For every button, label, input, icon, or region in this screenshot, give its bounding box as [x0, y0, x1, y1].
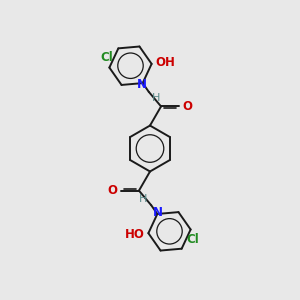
Text: H: H — [140, 194, 148, 204]
Text: HO: HO — [125, 228, 145, 241]
Text: H: H — [152, 93, 160, 103]
Text: O: O — [182, 100, 192, 113]
Text: N: N — [153, 206, 163, 219]
Text: Cl: Cl — [187, 233, 200, 246]
Text: Cl: Cl — [100, 51, 113, 64]
Text: OH: OH — [155, 56, 175, 69]
Text: O: O — [108, 184, 118, 197]
Text: N: N — [137, 78, 147, 91]
